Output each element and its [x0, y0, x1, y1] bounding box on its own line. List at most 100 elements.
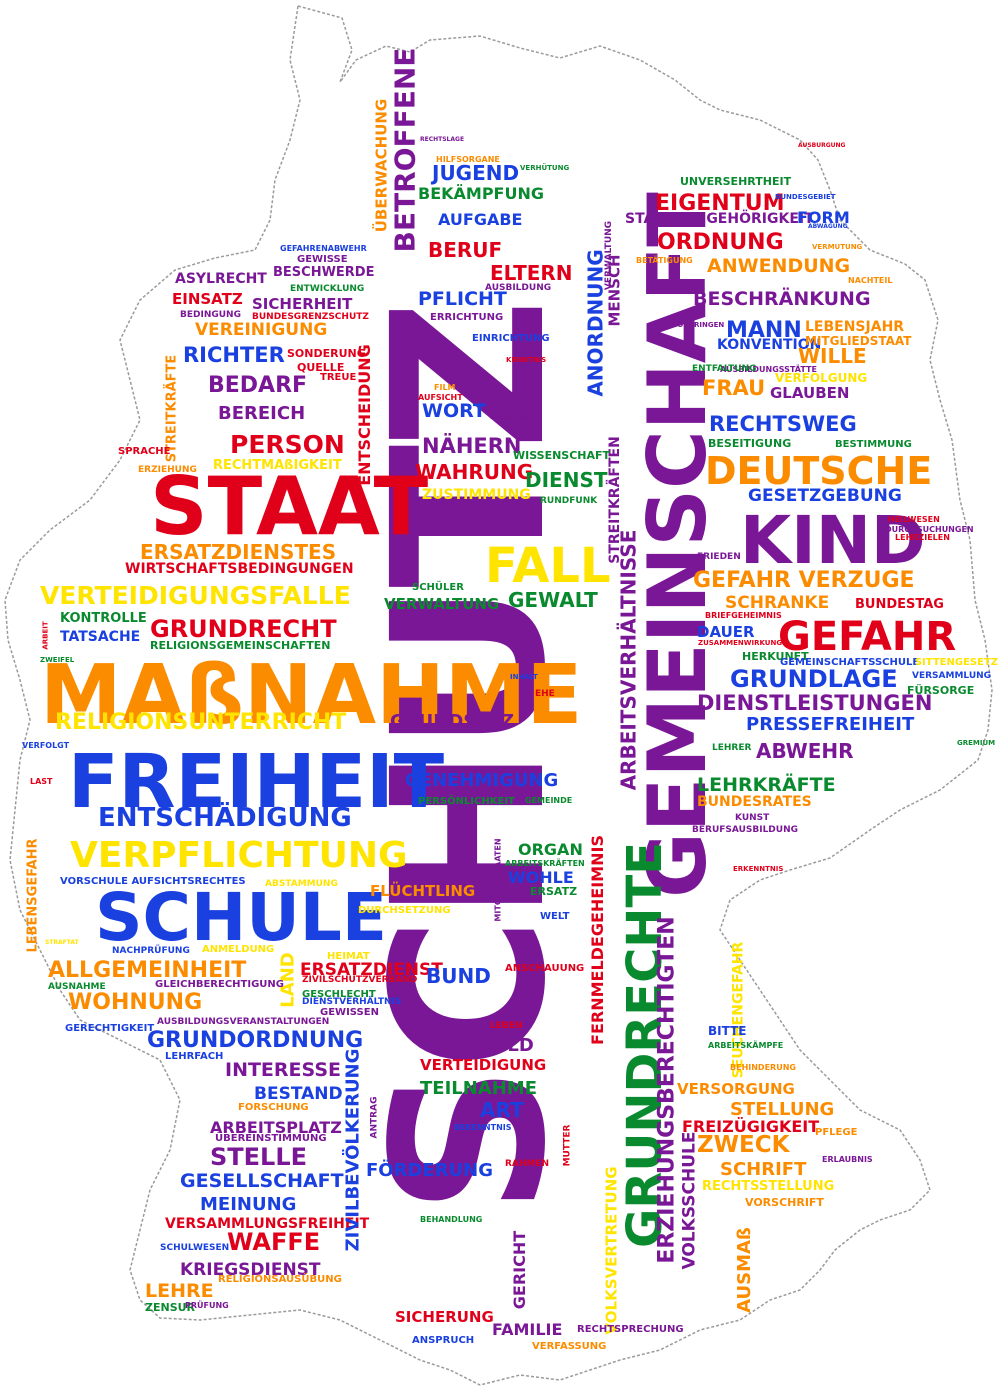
word-dienstverhaeltnis: DIENSTVERHÄLTNIS: [302, 997, 402, 1007]
word-leben: LEBEN: [490, 1021, 523, 1031]
word-religionsausuebung: RELIGIONSAUSÜBUNG: [218, 1274, 342, 1285]
word-kriegsdienst: KRIEGSDIENST: [180, 1260, 321, 1280]
word-gefahrenabwehr: GEFAHRENABWEHR: [280, 244, 367, 253]
word-meinung: MEINUNG: [200, 1194, 297, 1215]
word-betroffene: BETROFFENE: [387, 47, 421, 253]
word-fernmeldegeheimnis: FERNMELDEGEHEIMNIS: [587, 835, 607, 1045]
word-wahrung: WAHRUNG: [415, 460, 534, 484]
word-fuersorge: FÜRSORGE: [907, 684, 975, 697]
word-tatsache: TATSACHE: [60, 629, 141, 645]
word-ausburgung: AUSBURGUNG: [798, 142, 846, 149]
word-bekenntnis: BEKENNTNIS: [454, 1123, 512, 1132]
word-zweifel: ZWEIFEL: [40, 656, 75, 664]
word-bedarf: BEDARF: [208, 373, 308, 398]
word-sittengesetz: SITTENGESETZ: [914, 657, 998, 668]
word-allgemeinheit: ALLGEMEINHEIT: [48, 958, 247, 983]
word-erziehung: ERZIEHUNG: [138, 465, 197, 475]
word-versorgung: VERSORGUNG: [677, 1080, 795, 1098]
word-rundfunk: RUNDFUNK: [540, 496, 598, 506]
word-freizuegigkeit: FREIZÜGIGKEIT: [682, 1117, 820, 1136]
word-pflege: PFLEGE: [815, 1127, 858, 1138]
word-gewalt: GEWALT: [508, 588, 598, 612]
word-lehrkraefte: LEHRKRÄFTE: [697, 774, 836, 796]
word-stellung: STELLUNG: [730, 1099, 835, 1120]
word-rahmen: RAHMEN: [505, 1159, 550, 1169]
word-sprache: SPRACHE: [118, 446, 171, 457]
word-gesellschaft: GESELLSCHAFT: [180, 1170, 344, 1192]
word-frau: FRAU: [702, 376, 766, 400]
word-gemeinschaftsschule: GEMEINSCHAFTSSCHULE: [780, 657, 920, 668]
word-pflicht: PFLICHT: [418, 288, 507, 310]
word-zweck: ZWECK: [697, 1132, 790, 1158]
word-wohnung: WOHNUNG: [68, 990, 203, 1015]
word-staat: STAAT: [150, 460, 429, 553]
word-heimat: HEIMAT: [327, 951, 370, 962]
word-kind: KIND: [740, 502, 926, 579]
word-entscheidung: ENTSCHEIDUNG: [354, 344, 374, 486]
word-genehmigung: GENEHMIGUNG: [405, 770, 559, 791]
word-lebensjahr: LEBENSJAHR: [805, 319, 905, 335]
word-pruefung: PRÜFUNG: [185, 1301, 229, 1310]
word-behinderung: BEHINDERUNG: [730, 1063, 796, 1072]
word-ersatz: ERSATZ: [530, 885, 578, 898]
word-behandlung: BEHANDLUNG: [420, 1215, 483, 1224]
word-lehrfach: LEHRFACH: [165, 1051, 224, 1062]
word-wille: WILLE: [798, 344, 867, 368]
word-form: FORM: [797, 208, 850, 227]
word-mutter: MUTTER: [562, 1124, 573, 1166]
word-massnahme: MAßNAHME: [40, 648, 583, 743]
word-lehrzielen: LEHRZIELEN: [895, 533, 950, 542]
word-unversehrtheit: UNVERSEHRTHEIT: [680, 175, 792, 188]
word-deutsche: DEUTSCHE: [705, 449, 933, 493]
word-mitgliedstaat: MITGLIEDSTAAT: [805, 334, 912, 348]
word-mitgliedstaaten: MITGLIEDSTAATEN: [493, 838, 503, 922]
word-vorbringen: VORBRINGEN: [672, 321, 725, 329]
word-verwaltung: VERWALTUNG: [603, 220, 614, 290]
word-bild: BILD: [487, 1035, 534, 1056]
word-abstammung: ABSTAMMUNG: [265, 879, 338, 889]
word-quelle: QUELLE: [297, 361, 345, 374]
word-geschlecht: GESCHLECHT: [302, 989, 376, 1000]
word-fluechtling: FLÜCHTLING: [370, 882, 476, 900]
word-versammlungsfreiheit: VERSAMMLUNGSFREIHEIT: [165, 1216, 370, 1232]
word-zivilbevoelkerung: ZIVILBEVÖLKERUNG: [341, 1048, 363, 1252]
word-gefahr-verzuge: GEFAHR VERZUGE: [693, 568, 915, 593]
word-volksvertretung: VOLKSVERTRETUNG: [602, 1165, 621, 1335]
word-sicherung: SICHERUNG: [395, 1308, 494, 1326]
word-entfaltung: ENTFALTUNG: [692, 364, 757, 374]
word-erlaubnis: ERLAUBNIS: [822, 1155, 873, 1164]
word-rechtsstellung: RECHTSSTELLUNG: [702, 1179, 835, 1194]
word-arbeit: ARBEIT: [41, 620, 50, 650]
word-arbeitsverhaeltnisse: ARBEITSVERHÄLTNISSE: [615, 529, 640, 791]
word-anordnung: ANORDNUNG: [583, 249, 608, 397]
word-wissenschaft: WISSENSCHAFT: [513, 449, 611, 462]
word-gericht: GERICHT: [510, 1230, 530, 1310]
word-asylrecht: ASYLRECHT: [175, 271, 267, 287]
word-beschwerde: BESCHWERDE: [273, 265, 375, 280]
word-organ: ORGAN: [518, 840, 583, 859]
word-schule: SCHULE: [95, 879, 387, 956]
word-dauer: DAUER: [697, 623, 755, 641]
word-gefahr: GEFAHR: [778, 614, 957, 660]
word-ausbildung: AUSBILDUNG: [485, 283, 552, 293]
word-bundesrates: BUNDESRATES: [697, 794, 812, 810]
word-pressefreiheit: PRESSEFREIHEIT: [746, 714, 915, 735]
word-beschraenkung: BESCHRÄNKUNG: [693, 288, 871, 310]
word-persoenlichkeit: PERSÖNLICHKEIT: [418, 796, 515, 807]
word-verfolgt: VERFOLGT: [22, 741, 70, 750]
word-seuchengefahr: SEUCHENGEFAHR: [729, 941, 746, 1079]
word-schranke: SCHRANKE: [725, 593, 830, 613]
word-arbeitskaempfe: ARBEITSKÄMPFE: [708, 1041, 784, 1050]
word-art: ART: [480, 1098, 524, 1122]
word-hilfsorgane: HILFSORGANE: [436, 155, 500, 164]
word-antrag: ANTRAG: [369, 1096, 380, 1138]
word-teilnahme: TEILNAHME: [420, 1078, 538, 1099]
map-border-path: [4, 5, 993, 1386]
word-bundesgebiet: BUNDESGEBIET: [775, 193, 836, 201]
word-aufgabe: AUFGABE: [438, 210, 523, 229]
word-schueler: SCHÜLER: [412, 582, 464, 593]
word-glauben: GLAUBEN: [770, 384, 850, 402]
word-kontrolle: KONTROLLE: [60, 611, 147, 626]
word-verfassung: VERFASSUNG: [532, 1341, 607, 1352]
word-foerderung: FÖRDERUNG: [366, 1160, 494, 1181]
